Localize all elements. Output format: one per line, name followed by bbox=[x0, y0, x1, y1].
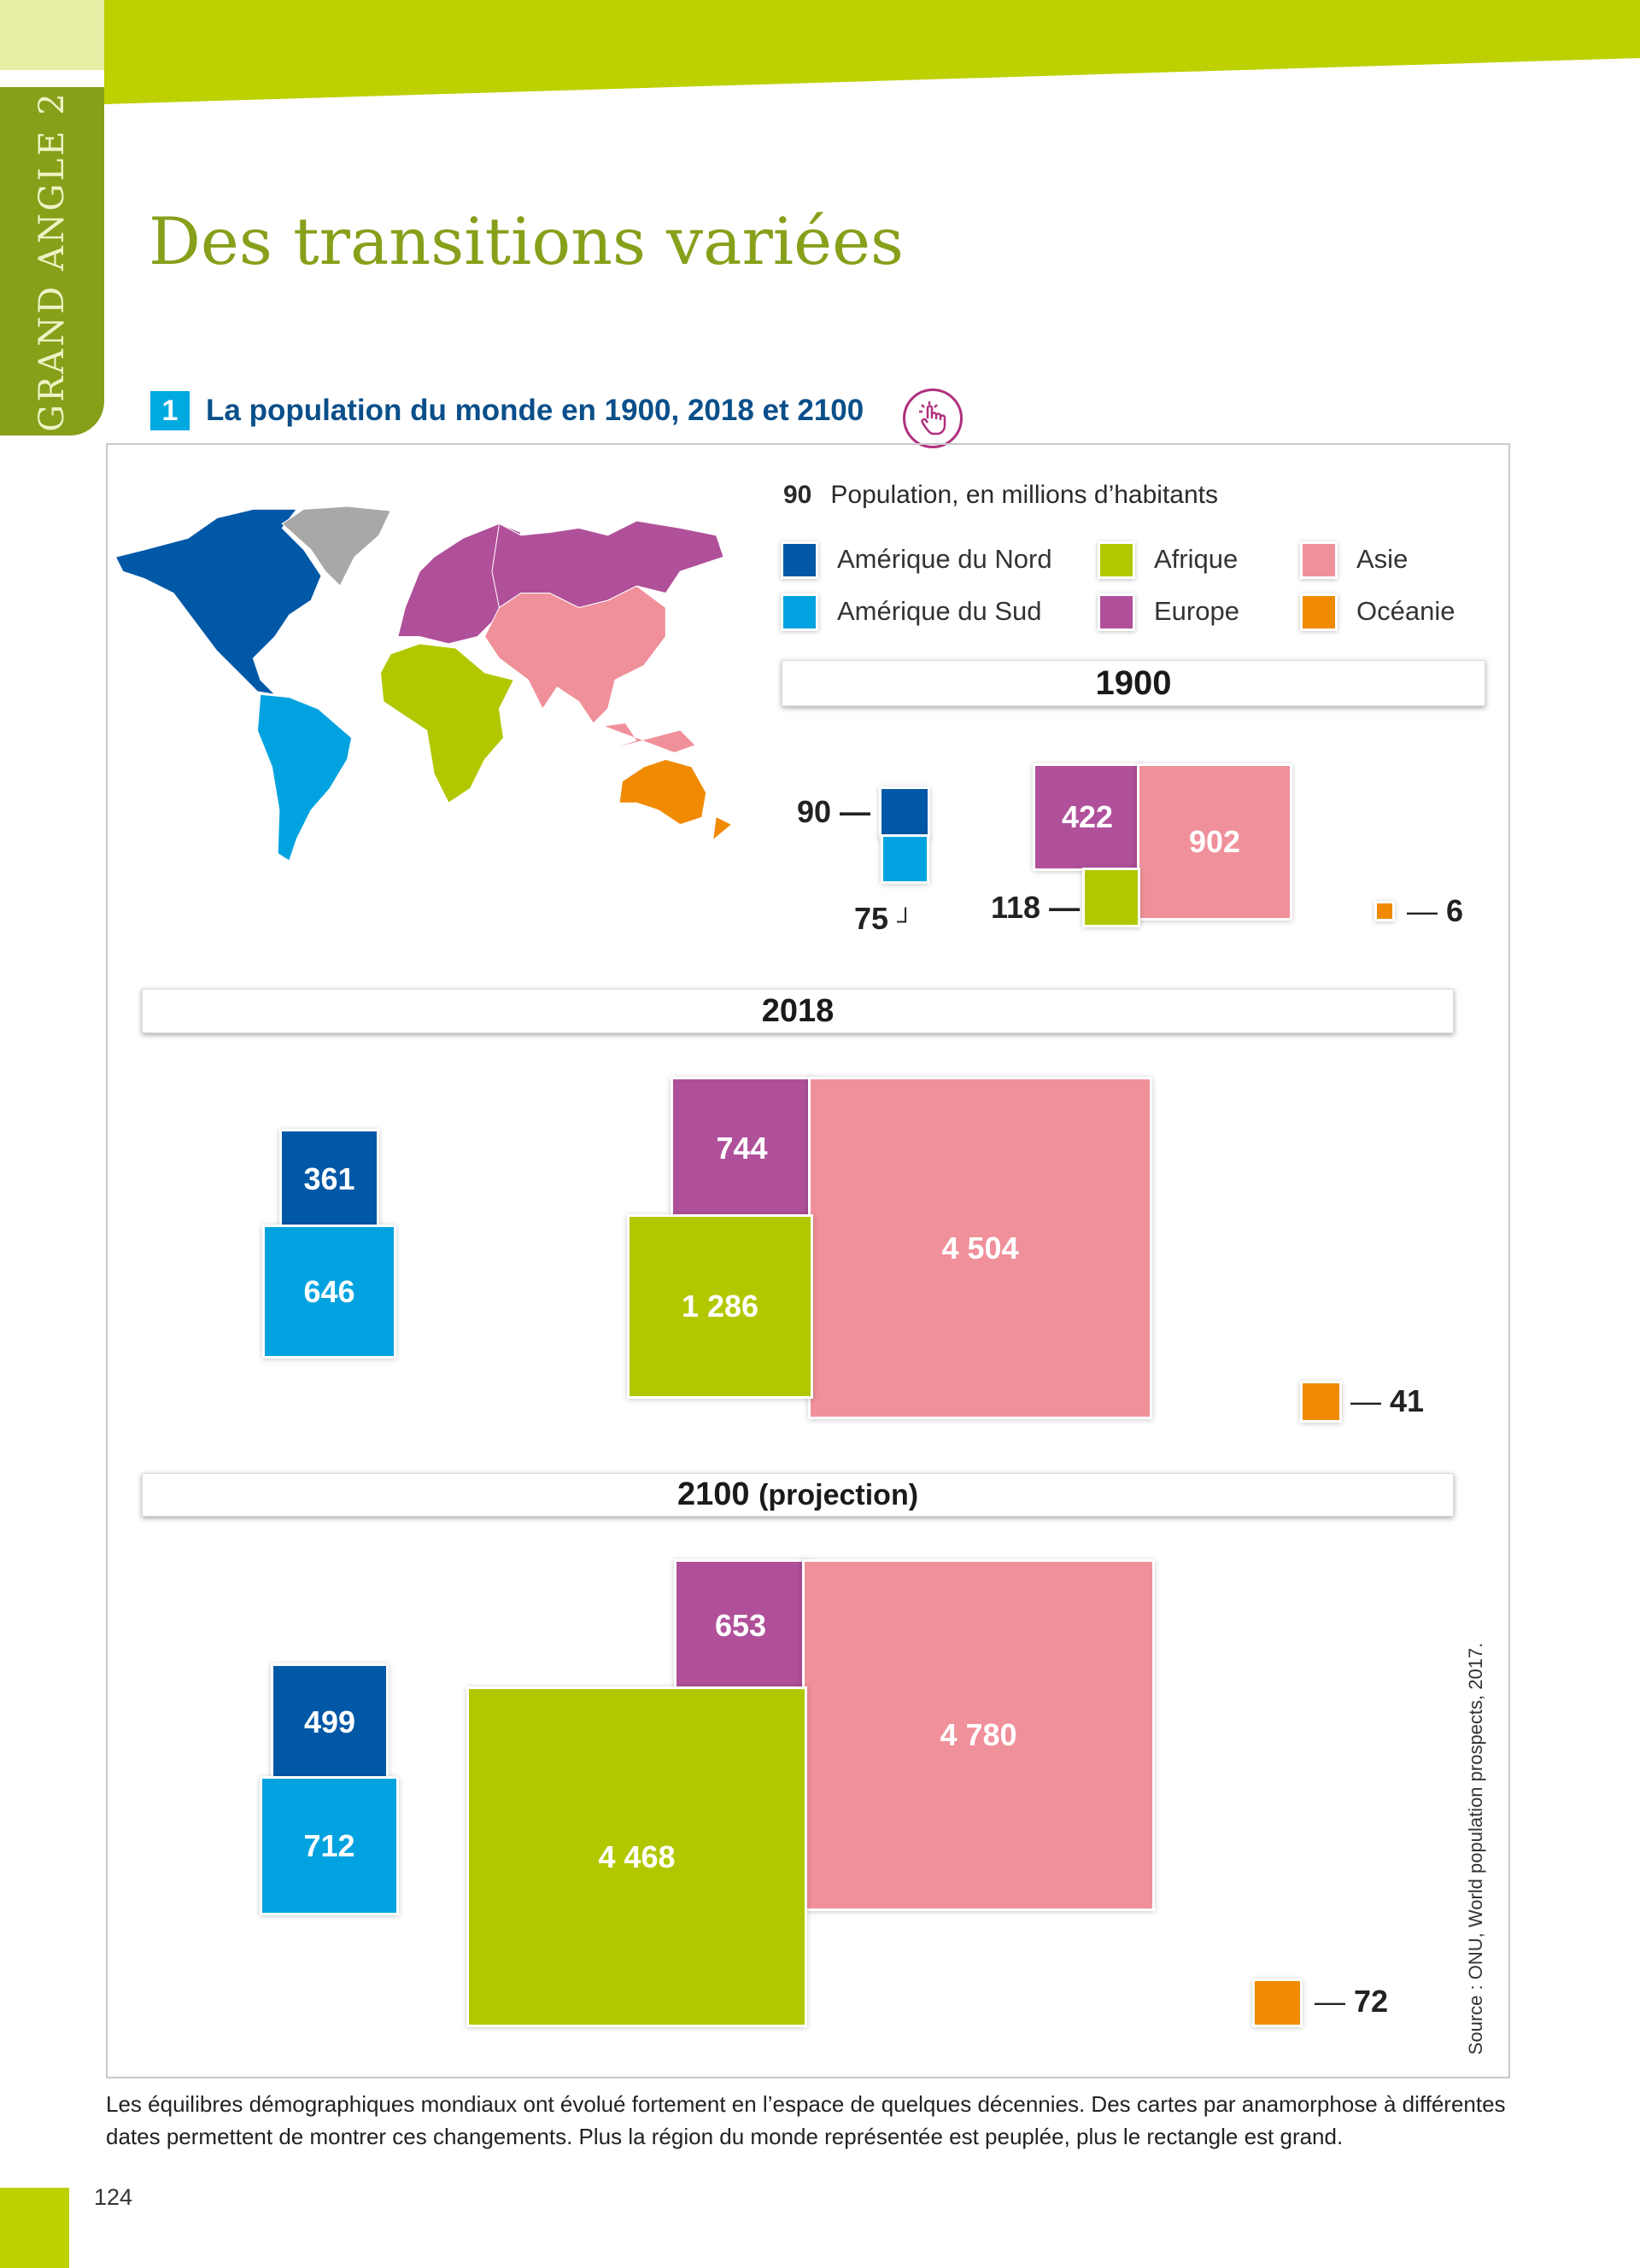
legend-sample-value: 90 bbox=[783, 481, 812, 509]
box-2100-europe: 653 bbox=[676, 1562, 805, 1689]
legend-swatch-asia bbox=[1303, 544, 1335, 576]
page-number: 124 bbox=[94, 2184, 133, 2210]
year-bar-2018: 2018 bbox=[142, 989, 1454, 1033]
map-north-america bbox=[114, 508, 322, 695]
legend-swatch-south-america bbox=[783, 596, 816, 628]
legend-swatch-oceania bbox=[1303, 596, 1335, 628]
box-1900-africa bbox=[1085, 870, 1138, 925]
legend-swatch-africa bbox=[1100, 544, 1133, 576]
box-2018-europe: 744 bbox=[673, 1079, 811, 1217]
year-bar-2100: 2100 (projection) bbox=[142, 1473, 1454, 1517]
value-2018-oceania: — 41 bbox=[1350, 1383, 1425, 1418]
box-2100-africa: 4 468 bbox=[469, 1689, 805, 2025]
map-asia bbox=[483, 585, 666, 724]
year-suffix: (projection) bbox=[758, 1479, 919, 1511]
map-asia-islands bbox=[605, 723, 695, 752]
document-number: 1 bbox=[150, 391, 190, 430]
box-2100-south-america: 712 bbox=[262, 1779, 396, 1913]
legend-unit-label: Population, en millions d’habitants bbox=[830, 481, 1218, 509]
box-1900-europe: 422 bbox=[1035, 766, 1139, 868]
legend-label-africa: Afrique bbox=[1154, 544, 1239, 574]
box-2018-north-america: 361 bbox=[282, 1131, 377, 1227]
header-band bbox=[104, 0, 1640, 104]
box-2100-north-america: 499 bbox=[273, 1666, 386, 1779]
chapter-side-tab: GRAND ANGLE 2 bbox=[0, 87, 104, 435]
source-note: Source : ONU, World population prospects… bbox=[1465, 1642, 1486, 2055]
world-map bbox=[114, 506, 731, 861]
box-2018-africa: 1 286 bbox=[630, 1217, 811, 1396]
box-2100-oceania bbox=[1255, 1981, 1300, 2025]
legend-title: 90 Population, en millions d’habitants bbox=[783, 481, 1218, 510]
hand-pointer-icon[interactable] bbox=[903, 389, 963, 448]
figure-panel bbox=[106, 443, 1510, 2078]
chapter-label: GRAND ANGLE 2 bbox=[32, 91, 72, 432]
box-1900-south-america bbox=[883, 837, 927, 881]
value-1900-africa: 118 — bbox=[991, 890, 1081, 925]
legend-label-north-america: Amérique du Nord bbox=[837, 544, 1052, 574]
map-south-america bbox=[256, 693, 353, 861]
corner-tab bbox=[0, 0, 104, 70]
year-label: 2100 bbox=[676, 1476, 750, 1512]
legend-label-south-america: Amérique du Sud bbox=[837, 596, 1042, 626]
value-1900-north-america: 90 — bbox=[797, 794, 871, 829]
document-title: La population du monde en 1900, 2018 et … bbox=[206, 394, 864, 427]
page-corner-block bbox=[0, 2188, 69, 2268]
legend-label-asia: Asie bbox=[1356, 544, 1409, 574]
map-greenland bbox=[281, 506, 392, 587]
map-africa bbox=[379, 643, 515, 804]
box-2018-asia: 4 504 bbox=[811, 1079, 1150, 1417]
year-label: 2018 bbox=[761, 993, 835, 1029]
legend-label-oceania: Océanie bbox=[1356, 596, 1456, 626]
map-oceania bbox=[618, 758, 707, 826]
page-title: Des transitions variées bbox=[149, 203, 905, 279]
box-2100-asia: 4 780 bbox=[805, 1562, 1152, 1909]
legend-label-europe: Europe bbox=[1154, 596, 1239, 626]
year-bar-1900: 1900 bbox=[782, 660, 1485, 706]
year-label: 1900 bbox=[1095, 664, 1172, 702]
figure-caption: Les équilibres démographiques mondiaux o… bbox=[106, 2091, 1506, 2149]
box-1900-north-america bbox=[882, 789, 928, 837]
legend-swatch-europe bbox=[1100, 596, 1133, 628]
map-new-zealand bbox=[713, 817, 731, 839]
box-2018-oceania bbox=[1303, 1383, 1339, 1420]
value-1900-oceania: — 6 bbox=[1407, 893, 1464, 928]
legend-swatch-north-america bbox=[783, 544, 816, 576]
box-1900-oceania bbox=[1377, 903, 1392, 919]
value-1900-south-america: 75 ┘ bbox=[854, 901, 914, 936]
box-1900-asia: 902 bbox=[1139, 766, 1290, 918]
box-2018-south-america: 646 bbox=[265, 1227, 394, 1356]
value-2100-oceania: — 72 bbox=[1315, 1984, 1389, 2019]
